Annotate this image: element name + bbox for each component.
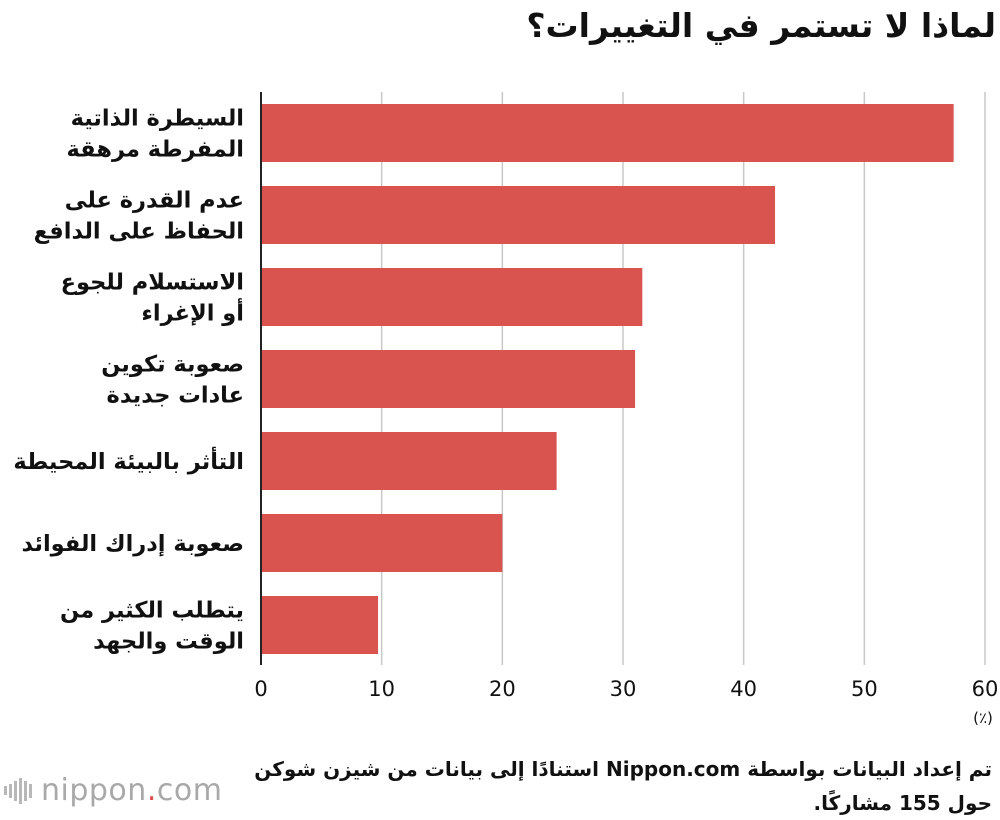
bar <box>261 432 557 490</box>
category-label: السيطرة الذاتية <box>71 106 244 132</box>
x-tick-label: 20 <box>489 677 516 701</box>
category-label: التأثر بالبيئة المحيطة <box>13 446 244 475</box>
category-label: الحفاظ على الدافع <box>34 219 244 245</box>
nippon-logo: nippon.com <box>4 773 222 808</box>
category-label: الاستسلام للجوع <box>61 270 244 296</box>
x-tick-label: 60 <box>972 677 999 701</box>
category-label: الوقت والجهد <box>93 629 244 655</box>
logo-suffix: com <box>156 773 223 808</box>
bar <box>261 186 776 244</box>
source-note: تم إعداد البيانات بواسطة Nippon.com استن… <box>254 757 992 815</box>
x-tick-label: 30 <box>610 677 637 701</box>
category-label: عادات جديدة <box>107 383 244 409</box>
x-tick-label: 40 <box>730 677 757 701</box>
logo-text: nippon.com <box>41 773 222 808</box>
category-label: المفرطة مرهقة <box>67 137 244 163</box>
x-tick-label: 0 <box>254 677 267 701</box>
chart-title: لماذا لا تستمر في التغييرات؟ <box>526 6 996 45</box>
logo-bars-icon <box>4 777 32 804</box>
logo-dot: . <box>146 773 157 808</box>
bar <box>261 596 379 654</box>
x-tick-label: 50 <box>851 677 878 701</box>
category-label: صعوبة تكوين <box>101 352 244 378</box>
x-tick-label: 10 <box>368 677 395 701</box>
bar <box>261 104 954 162</box>
category-label: يتطلب الكثير من <box>60 598 244 624</box>
bar-chart: 0 10 20 30 40 50 60 (٪) السيطرة الذاتية المفرطة م… <box>13 92 999 727</box>
bar <box>261 268 643 326</box>
category-label: صعوبة إدراك الفوائد <box>22 531 244 557</box>
logo-name: nippon <box>41 773 147 808</box>
category-label: أو الإغراء <box>141 298 244 327</box>
category-label: عدم القدرة على <box>65 188 244 214</box>
bar <box>261 514 503 572</box>
x-unit-label: (٪) <box>973 709 993 727</box>
bar <box>261 350 636 408</box>
